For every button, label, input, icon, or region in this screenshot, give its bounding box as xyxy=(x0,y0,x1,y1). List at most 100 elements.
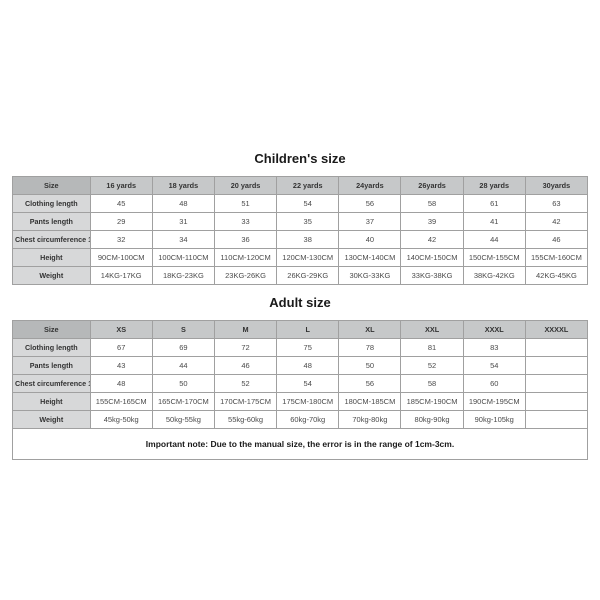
children-cell: 150CM-155CM xyxy=(463,248,525,266)
adult-cell: 60 xyxy=(463,374,525,392)
children-cell: 61 xyxy=(463,194,525,212)
adult-row-label: Chest circumference 1/2 xyxy=(13,374,91,392)
children-cell: 155CM-160CM xyxy=(525,248,587,266)
children-cell: 51 xyxy=(214,194,276,212)
adult-cell: 90kg-105kg xyxy=(463,410,525,428)
children-cell: 42 xyxy=(525,212,587,230)
adult-cell: 50 xyxy=(152,374,214,392)
adult-col-header: XXL xyxy=(401,320,463,338)
children-cell: 38 xyxy=(277,230,339,248)
children-cell: 26KG-29KG xyxy=(277,266,339,284)
adult-cell: 185CM-190CM xyxy=(401,392,463,410)
adult-cell: 81 xyxy=(401,338,463,356)
children-cell: 31 xyxy=(152,212,214,230)
adult-row-label: Height xyxy=(13,392,91,410)
children-row-label: Clothing length xyxy=(13,194,91,212)
children-cell: 56 xyxy=(339,194,401,212)
adult-cell: 165CM-170CM xyxy=(152,392,214,410)
children-col-header: 16 yards xyxy=(90,176,152,194)
adult-cell: 55kg-60kg xyxy=(214,410,276,428)
adult-cell: 69 xyxy=(152,338,214,356)
children-cell: 38KG-42KG xyxy=(463,266,525,284)
adult-cell: 70kg-80kg xyxy=(339,410,401,428)
children-col-header: 24yards xyxy=(339,176,401,194)
adult-cell: 54 xyxy=(463,356,525,374)
adult-cell: 78 xyxy=(339,338,401,356)
adult-title: Adult size xyxy=(13,284,588,320)
children-cell: 23KG-26KG xyxy=(214,266,276,284)
adult-cell: 170CM-175CM xyxy=(214,392,276,410)
size-chart-table: Children's sizeSize16 yards18 yards20 ya… xyxy=(12,141,588,460)
adult-cell: 175CM-180CM xyxy=(277,392,339,410)
children-cell: 58 xyxy=(401,194,463,212)
adult-row-label: Pants length xyxy=(13,356,91,374)
adult-cell: 67 xyxy=(90,338,152,356)
adult-cell: 48 xyxy=(90,374,152,392)
adult-col-header: M xyxy=(214,320,276,338)
children-cell: 33KG-38KG xyxy=(401,266,463,284)
children-cell: 46 xyxy=(525,230,587,248)
adult-cell xyxy=(525,356,587,374)
adult-cell: 190CM-195CM xyxy=(463,392,525,410)
children-cell: 29 xyxy=(90,212,152,230)
adult-cell: 60kg-70kg xyxy=(277,410,339,428)
children-col-header: 26yards xyxy=(401,176,463,194)
adult-col-header: L xyxy=(277,320,339,338)
children-cell: 48 xyxy=(152,194,214,212)
children-cell: 42 xyxy=(401,230,463,248)
children-cell: 14KG-17KG xyxy=(90,266,152,284)
important-note: Important note: Due to the manual size, … xyxy=(13,428,588,459)
adult-cell: 52 xyxy=(214,374,276,392)
children-row-label: Height xyxy=(13,248,91,266)
adult-col-header: S xyxy=(152,320,214,338)
children-cell: 34 xyxy=(152,230,214,248)
children-title: Children's size xyxy=(13,141,588,177)
adult-row-label: Weight xyxy=(13,410,91,428)
adult-cell xyxy=(525,338,587,356)
children-cell: 33 xyxy=(214,212,276,230)
children-cell: 44 xyxy=(463,230,525,248)
children-cell: 90CM-100CM xyxy=(90,248,152,266)
children-cell: 18KG-23KG xyxy=(152,266,214,284)
children-cell: 54 xyxy=(277,194,339,212)
adult-cell: 155CM-165CM xyxy=(90,392,152,410)
children-col-header: 28 yards xyxy=(463,176,525,194)
adult-cell: 54 xyxy=(277,374,339,392)
children-cell: 40 xyxy=(339,230,401,248)
children-cell: 140CM-150CM xyxy=(401,248,463,266)
adult-cell: 80kg-90kg xyxy=(401,410,463,428)
adult-col-header: XXXL xyxy=(463,320,525,338)
children-cell: 41 xyxy=(463,212,525,230)
adult-cell: 50kg-55kg xyxy=(152,410,214,428)
children-col-header: 22 yards xyxy=(277,176,339,194)
adult-cell: 45kg-50kg xyxy=(90,410,152,428)
children-col-header: Size xyxy=(13,176,91,194)
children-cell: 35 xyxy=(277,212,339,230)
children-row-label: Pants length xyxy=(13,212,91,230)
children-cell: 37 xyxy=(339,212,401,230)
children-cell: 120CM-130CM xyxy=(277,248,339,266)
adult-section: Adult sizeSizeXSSMLXLXXLXXXLXXXXLClothin… xyxy=(13,284,588,428)
children-row-label: Weight xyxy=(13,266,91,284)
children-cell: 36 xyxy=(214,230,276,248)
adult-cell: 72 xyxy=(214,338,276,356)
adult-cell xyxy=(525,374,587,392)
children-cell: 100CM-110CM xyxy=(152,248,214,266)
adult-col-header: XL xyxy=(339,320,401,338)
children-cell: 63 xyxy=(525,194,587,212)
adult-cell: 75 xyxy=(277,338,339,356)
adult-cell: 44 xyxy=(152,356,214,374)
children-section: Children's sizeSize16 yards18 yards20 ya… xyxy=(13,141,588,285)
adult-cell xyxy=(525,392,587,410)
adult-col-header: Size xyxy=(13,320,91,338)
adult-cell: 46 xyxy=(214,356,276,374)
children-cell: 30KG-33KG xyxy=(339,266,401,284)
children-cell: 45 xyxy=(90,194,152,212)
children-cell: 32 xyxy=(90,230,152,248)
adult-col-header: XS xyxy=(90,320,152,338)
children-cell: 42KG-45KG xyxy=(525,266,587,284)
children-cell: 39 xyxy=(401,212,463,230)
children-row-label: Chest circumference 1/2 xyxy=(13,230,91,248)
adult-cell: 83 xyxy=(463,338,525,356)
children-col-header: 30yards xyxy=(525,176,587,194)
